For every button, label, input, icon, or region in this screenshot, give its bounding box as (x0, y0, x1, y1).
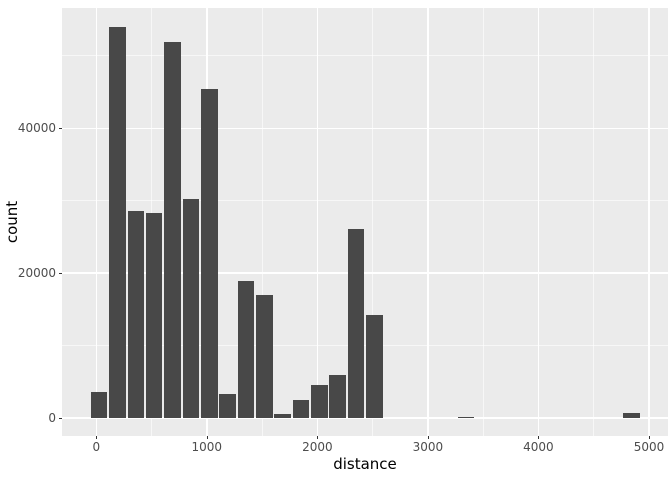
histogram-bar (256, 294, 273, 418)
x-tick-label: 5000 (633, 440, 665, 454)
y-tick-mark (59, 418, 62, 419)
histogram-bar (366, 315, 383, 418)
histogram-bar (237, 281, 255, 418)
histogram-bar (127, 210, 145, 418)
histogram-bar (292, 399, 310, 418)
x-tick-mark (96, 436, 98, 439)
x-tick-label: 3000 (412, 440, 444, 454)
x-major-gridline (648, 8, 650, 436)
x-tick-label: 0 (92, 440, 101, 454)
histogram-bar (182, 199, 200, 418)
x-tick-label: 4000 (523, 440, 554, 454)
y-axis-title: count (3, 200, 21, 244)
plot-panel (62, 8, 668, 436)
y-major-gridline (62, 417, 668, 419)
x-axis-title: distance (333, 455, 397, 473)
histogram-bar (164, 42, 181, 418)
x-minor-gridline (593, 8, 595, 436)
y-minor-gridline (62, 200, 668, 202)
histogram-bar (457, 417, 475, 418)
x-major-gridline (427, 8, 429, 436)
x-tick-mark (538, 436, 540, 439)
x-minor-gridline (482, 8, 484, 436)
x-major-gridline (537, 8, 540, 436)
histogram-bar (347, 228, 365, 418)
x-tick-mark (206, 436, 208, 439)
x-tick-mark (317, 436, 319, 439)
histogram-bar (200, 89, 218, 418)
histogram-bar (274, 414, 291, 418)
y-tick-label: 0 (48, 411, 56, 425)
y-tick-mark (59, 273, 62, 275)
x-tick-mark (427, 436, 429, 439)
histogram-bar (623, 413, 640, 418)
y-tick-label: 40000 (17, 121, 56, 136)
y-minor-gridline (62, 55, 668, 57)
x-minor-gridline (372, 8, 374, 436)
histogram-bar (145, 213, 163, 418)
histogram-bar (90, 391, 108, 418)
x-minor-gridline (261, 8, 263, 436)
y-major-gridline (62, 127, 668, 130)
y-minor-gridline (62, 345, 668, 347)
histogram-bar (311, 384, 328, 418)
histogram-bar (109, 26, 126, 418)
x-tick-mark (648, 436, 650, 439)
x-tick-label: 2000 (302, 440, 333, 454)
histogram-bar (329, 375, 346, 418)
x-tick-label: 1000 (191, 440, 223, 454)
x-major-gridline (95, 8, 98, 436)
y-tick-label: 20000 (17, 266, 56, 281)
y-tick-mark (59, 128, 62, 130)
x-major-gridline (316, 8, 319, 436)
y-major-gridline (62, 272, 668, 274)
histogram-bar (219, 394, 236, 418)
